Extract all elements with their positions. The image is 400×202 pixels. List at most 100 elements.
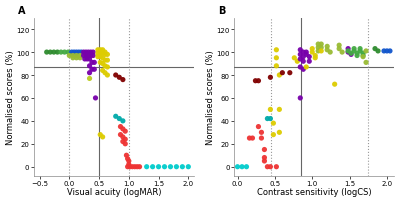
Point xyxy=(255,125,262,129)
Point xyxy=(315,43,322,46)
Point xyxy=(127,165,133,168)
Point xyxy=(327,51,333,54)
Point xyxy=(84,58,90,61)
Point xyxy=(116,117,122,121)
Point xyxy=(173,165,180,168)
Point xyxy=(336,48,342,51)
Point xyxy=(120,120,126,123)
Point xyxy=(126,160,132,163)
Point xyxy=(65,51,71,54)
Point xyxy=(116,76,122,80)
Point xyxy=(102,65,108,68)
Point xyxy=(351,50,357,53)
Point xyxy=(104,54,110,57)
Point xyxy=(273,49,280,52)
Point xyxy=(86,77,93,81)
Point xyxy=(100,136,106,139)
Point xyxy=(92,97,99,100)
Point xyxy=(161,165,168,168)
Point xyxy=(100,49,106,52)
Point xyxy=(155,165,162,168)
Point xyxy=(73,55,80,58)
Point xyxy=(309,51,316,54)
Point xyxy=(86,65,93,68)
Point xyxy=(381,50,387,53)
Point xyxy=(144,165,150,168)
Point xyxy=(306,60,312,64)
Point xyxy=(258,137,265,140)
Point xyxy=(273,65,280,68)
Point xyxy=(97,49,104,52)
Point xyxy=(44,51,50,54)
Point xyxy=(300,68,306,72)
Point xyxy=(332,83,338,86)
Point xyxy=(70,55,76,58)
Point xyxy=(86,72,93,75)
Point xyxy=(345,51,351,54)
Point xyxy=(97,61,104,65)
Point xyxy=(306,56,312,59)
Text: B: B xyxy=(218,5,225,15)
Point xyxy=(122,142,128,146)
Point xyxy=(76,51,82,54)
Point xyxy=(179,165,186,168)
Point xyxy=(312,57,318,60)
Point xyxy=(312,55,318,58)
Point xyxy=(100,52,106,56)
Point xyxy=(47,51,54,54)
Point xyxy=(318,43,324,46)
Point xyxy=(54,51,61,54)
Point xyxy=(89,61,95,65)
Point xyxy=(345,48,351,51)
Point xyxy=(267,108,274,112)
Point xyxy=(336,44,342,48)
X-axis label: Contrast sensitivity (logCS): Contrast sensitivity (logCS) xyxy=(257,187,372,197)
Point xyxy=(315,47,322,50)
Point xyxy=(104,66,110,69)
Point xyxy=(91,68,98,72)
Point xyxy=(303,51,310,54)
Point xyxy=(387,50,393,53)
Point xyxy=(85,55,92,58)
Point xyxy=(363,61,369,65)
Point xyxy=(97,56,104,59)
Point xyxy=(150,165,156,168)
Point xyxy=(97,133,104,137)
Point xyxy=(95,52,101,56)
Point xyxy=(126,163,132,166)
Point xyxy=(273,57,280,60)
Point xyxy=(303,66,310,69)
Point xyxy=(124,165,131,168)
Point xyxy=(249,137,256,140)
Point xyxy=(239,165,245,168)
Point xyxy=(68,54,75,57)
X-axis label: Visual acuity (logMAR): Visual acuity (logMAR) xyxy=(67,187,161,197)
Point xyxy=(297,66,304,69)
Point xyxy=(78,51,84,54)
Point xyxy=(123,154,130,157)
Point xyxy=(85,51,92,54)
Point xyxy=(117,133,124,137)
Point xyxy=(120,136,126,139)
Point xyxy=(90,51,96,54)
Point xyxy=(267,117,274,121)
Point xyxy=(261,156,268,159)
Point xyxy=(354,55,360,58)
Point xyxy=(124,157,131,161)
Point xyxy=(122,130,128,133)
Point xyxy=(261,148,268,151)
Point xyxy=(243,165,250,168)
Point xyxy=(112,115,119,118)
Point xyxy=(100,69,106,73)
Point xyxy=(132,165,138,168)
Point xyxy=(309,48,316,51)
Point xyxy=(100,57,106,60)
Point xyxy=(97,52,104,56)
Point xyxy=(112,74,119,77)
Point xyxy=(348,54,354,57)
Point xyxy=(91,61,98,65)
Point xyxy=(71,51,77,54)
Point xyxy=(354,52,360,56)
Point xyxy=(279,72,286,75)
Point xyxy=(267,76,274,80)
